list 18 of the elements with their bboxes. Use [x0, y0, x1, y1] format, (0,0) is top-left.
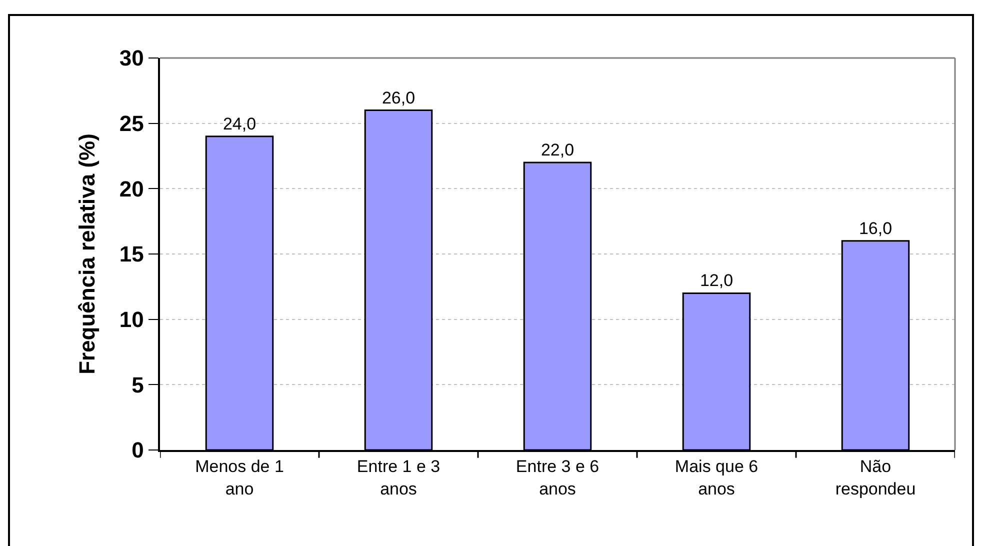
data-label: 16,0 [858, 218, 892, 238]
y-tick-label: 15 [119, 242, 144, 267]
y-tick-label: 20 [119, 176, 144, 202]
x-tick-label: Entre 3 e 6 anos [516, 457, 600, 498]
data-label: 22,0 [540, 140, 574, 160]
y-axis-title: Frequência relativa (%) [74, 134, 100, 374]
x-tick-label: Não respondeu [835, 457, 916, 498]
x-tick-label: Mais que 6 anos [674, 457, 758, 498]
x-tick-label: Menos de 1 ano [195, 457, 284, 498]
data-label: 24,0 [222, 114, 256, 134]
data-label: 26,0 [382, 88, 416, 108]
y-tick-label: 0 [132, 438, 144, 463]
y-tick-label: 25 [119, 111, 144, 136]
y-tick-label: 30 [119, 46, 144, 71]
y-tick-label: 5 [132, 372, 144, 398]
y-tick-label: 10 [119, 307, 144, 332]
data-label: 12,0 [700, 271, 734, 290]
x-tick-label: Entre 1 e 3 anos [356, 457, 440, 498]
